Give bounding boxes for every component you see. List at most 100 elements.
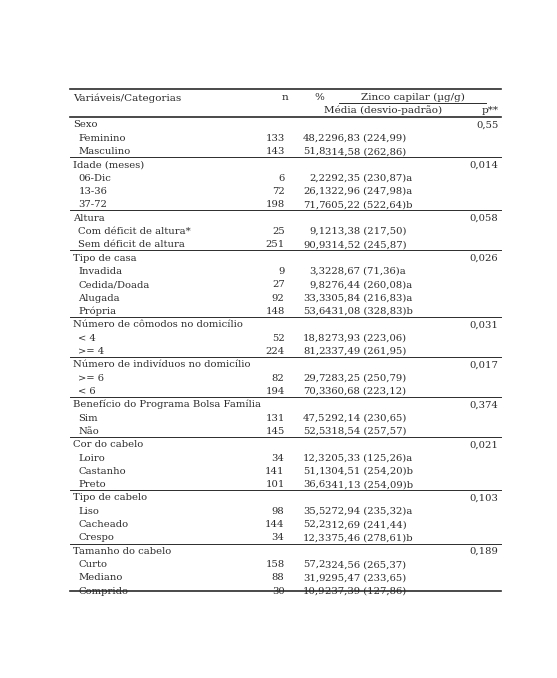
Text: Idade (meses): Idade (meses) (73, 161, 144, 170)
Text: Mediano: Mediano (78, 574, 123, 582)
Text: 341,13 (254,09)b: 341,13 (254,09)b (325, 480, 413, 489)
Text: 224: 224 (265, 347, 285, 356)
Text: 92: 92 (272, 294, 285, 302)
Text: Sim: Sim (78, 414, 98, 422)
Text: Feminino: Feminino (78, 134, 126, 143)
Text: Não: Não (78, 427, 99, 436)
Text: 133: 133 (265, 134, 285, 143)
Text: 144: 144 (265, 520, 285, 529)
Text: >= 4: >= 4 (78, 347, 105, 356)
Text: 318,54 (257,57): 318,54 (257,57) (325, 427, 407, 436)
Text: Tipo de casa: Tipo de casa (73, 254, 136, 262)
Text: Preto: Preto (78, 480, 106, 489)
Text: 148: 148 (265, 307, 285, 316)
Text: Tamanho do cabelo: Tamanho do cabelo (73, 546, 172, 556)
Text: 283,25 (250,79): 283,25 (250,79) (325, 374, 407, 382)
Text: Curto: Curto (78, 560, 108, 569)
Text: Loiro: Loiro (78, 454, 105, 462)
Text: Invadida: Invadida (78, 267, 123, 276)
Text: 12,3: 12,3 (303, 454, 326, 462)
Text: 26,1: 26,1 (303, 187, 326, 196)
Text: Cacheado: Cacheado (78, 520, 128, 529)
Text: 3,3: 3,3 (310, 267, 326, 276)
Text: Alugada: Alugada (78, 294, 120, 302)
Text: 36,6: 36,6 (304, 480, 326, 489)
Text: < 6: < 6 (78, 387, 96, 396)
Text: 82: 82 (272, 374, 285, 382)
Text: 305,84 (216,83)a: 305,84 (216,83)a (325, 294, 413, 302)
Text: 81,2: 81,2 (303, 347, 326, 356)
Text: p**: p** (481, 106, 499, 115)
Text: 0,189: 0,189 (470, 546, 499, 556)
Text: 72: 72 (272, 187, 285, 196)
Text: 0,021: 0,021 (470, 440, 499, 450)
Text: 314,58 (262,86): 314,58 (262,86) (325, 147, 407, 156)
Text: 131: 131 (265, 414, 285, 422)
Text: 0,103: 0,103 (470, 494, 499, 502)
Text: 57,2: 57,2 (303, 560, 326, 569)
Text: 51,1: 51,1 (303, 467, 326, 476)
Text: 273,93 (223,06): 273,93 (223,06) (325, 334, 406, 342)
Text: 9,1: 9,1 (310, 227, 326, 236)
Text: 0,014: 0,014 (470, 161, 499, 170)
Text: 90,9: 90,9 (303, 240, 326, 250)
Text: 88: 88 (272, 574, 285, 582)
Text: Cedida/Doada: Cedida/Doada (78, 280, 150, 290)
Text: Masculino: Masculino (78, 147, 130, 156)
Text: Com déficit de altura*: Com déficit de altura* (78, 227, 191, 236)
Text: 2,2: 2,2 (310, 174, 326, 182)
Text: Benefício do Programa Bolsa Família: Benefício do Programa Bolsa Família (73, 400, 261, 410)
Text: 27: 27 (272, 280, 285, 290)
Text: 194: 194 (265, 387, 285, 396)
Text: 605,22 (522,64)b: 605,22 (522,64)b (325, 201, 413, 210)
Text: 272,94 (235,32)a: 272,94 (235,32)a (325, 507, 413, 516)
Text: 70,3: 70,3 (303, 387, 326, 396)
Text: 0,374: 0,374 (470, 400, 499, 410)
Text: 143: 143 (265, 147, 285, 156)
Text: 228,67 (71,36)a: 228,67 (71,36)a (325, 267, 406, 276)
Text: 276,44 (260,08)a: 276,44 (260,08)a (325, 280, 412, 290)
Text: Número de indivíduos no domicílio: Número de indivíduos no domicílio (73, 360, 251, 370)
Text: 53,6: 53,6 (304, 307, 326, 316)
Text: 0,058: 0,058 (470, 214, 499, 222)
Text: Própria: Própria (78, 306, 116, 316)
Text: 158: 158 (265, 560, 285, 569)
Text: 31,9: 31,9 (303, 574, 326, 582)
Text: 314,52 (245,87): 314,52 (245,87) (325, 240, 407, 250)
Text: 324,56 (265,37): 324,56 (265,37) (325, 560, 406, 569)
Text: 312,69 (241,44): 312,69 (241,44) (325, 520, 407, 529)
Text: 375,46 (278,61)b: 375,46 (278,61)b (325, 534, 413, 542)
Text: Número de cômodos no domicílio: Número de cômodos no domicílio (73, 320, 243, 330)
Text: 10,9: 10,9 (303, 586, 326, 596)
Text: < 4: < 4 (78, 334, 96, 342)
Text: Crespo: Crespo (78, 534, 114, 542)
Text: 18,8: 18,8 (303, 334, 326, 342)
Text: Altura: Altura (73, 214, 105, 222)
Text: 141: 141 (265, 467, 285, 476)
Text: 47,5: 47,5 (303, 414, 326, 422)
Text: 71,7: 71,7 (303, 201, 326, 210)
Text: 34: 34 (272, 534, 285, 542)
Text: 48,2: 48,2 (303, 134, 326, 143)
Text: 12,3: 12,3 (303, 534, 326, 542)
Text: 9,8: 9,8 (310, 280, 326, 290)
Text: 30: 30 (272, 586, 285, 596)
Text: 337,49 (261,95): 337,49 (261,95) (325, 347, 407, 356)
Text: 198: 198 (265, 201, 285, 210)
Text: 33,3: 33,3 (303, 294, 326, 302)
Text: 360,68 (223,12): 360,68 (223,12) (325, 387, 406, 396)
Text: 296,83 (224,99): 296,83 (224,99) (325, 134, 407, 143)
Text: Sexo: Sexo (73, 121, 97, 129)
Text: 292,14 (230,65): 292,14 (230,65) (325, 414, 407, 422)
Text: 251: 251 (265, 240, 285, 250)
Text: 37-72: 37-72 (78, 201, 107, 210)
Text: >= 6: >= 6 (78, 374, 104, 382)
Text: Zinco capilar (µg/g): Zinco capilar (µg/g) (361, 94, 465, 102)
Text: 304,51 (254,20)b: 304,51 (254,20)b (325, 467, 413, 476)
Text: %: % (314, 94, 324, 102)
Text: 98: 98 (272, 507, 285, 516)
Text: Castanho: Castanho (78, 467, 126, 476)
Text: Cor do cabelo: Cor do cabelo (73, 440, 143, 450)
Text: 205,33 (125,26)a: 205,33 (125,26)a (325, 454, 412, 462)
Text: 0,031: 0,031 (470, 320, 499, 330)
